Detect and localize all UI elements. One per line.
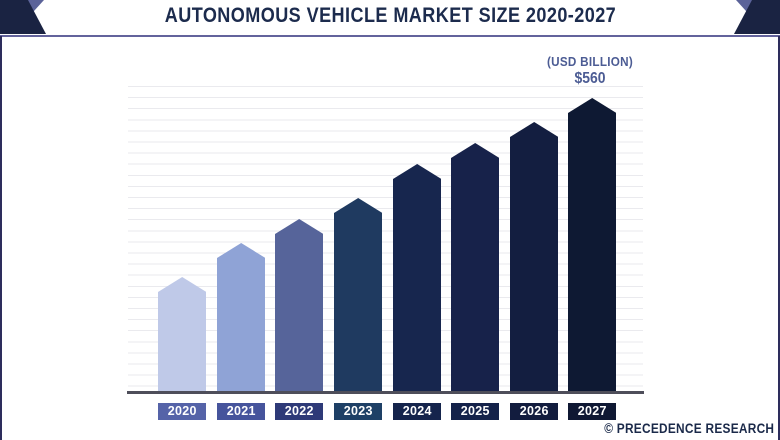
bar-2022 (275, 219, 324, 393)
bar-2027 (568, 98, 617, 393)
bar-2021 (217, 243, 266, 393)
copyright-credit: © PRECEDENCE RESEARCH (603, 421, 774, 436)
corner-ribbon-left-icon (0, 0, 46, 34)
x-label-2026: 2026 (510, 403, 559, 420)
bar-2025 (451, 143, 500, 393)
x-label-2023: 2023 (334, 403, 383, 420)
bar-2024 (393, 164, 442, 393)
right-border-line (778, 36, 780, 440)
x-label-2024: 2024 (393, 403, 442, 420)
chart-title: AUTONOMOUS VEHICLE MARKET SIZE 2020-2027 (164, 4, 616, 27)
x-label-2020: 2020 (158, 403, 207, 420)
ribbon-navy-shape (734, 0, 780, 34)
x-axis-line (127, 391, 644, 394)
x-label-2022: 2022 (275, 403, 324, 420)
unit-label: (USD BILLION) (546, 54, 634, 69)
x-label-2025: 2025 (451, 403, 500, 420)
bar-2020 (158, 277, 207, 393)
unit-annotation: (USD BILLION) $560 (523, 54, 658, 88)
x-label-2027: 2027 (568, 403, 617, 420)
peak-value-label: $560 (574, 70, 606, 87)
title-underline (0, 35, 780, 37)
left-border-line (0, 36, 2, 440)
ribbon-navy-shape (0, 0, 46, 34)
bar-2026 (510, 122, 559, 393)
header: AUTONOMOUS VEHICLE MARKET SIZE 2020-2027 (0, 4, 780, 28)
x-label-2021: 2021 (217, 403, 266, 420)
bar-2023 (334, 198, 383, 393)
corner-ribbon-right-icon (734, 0, 780, 34)
